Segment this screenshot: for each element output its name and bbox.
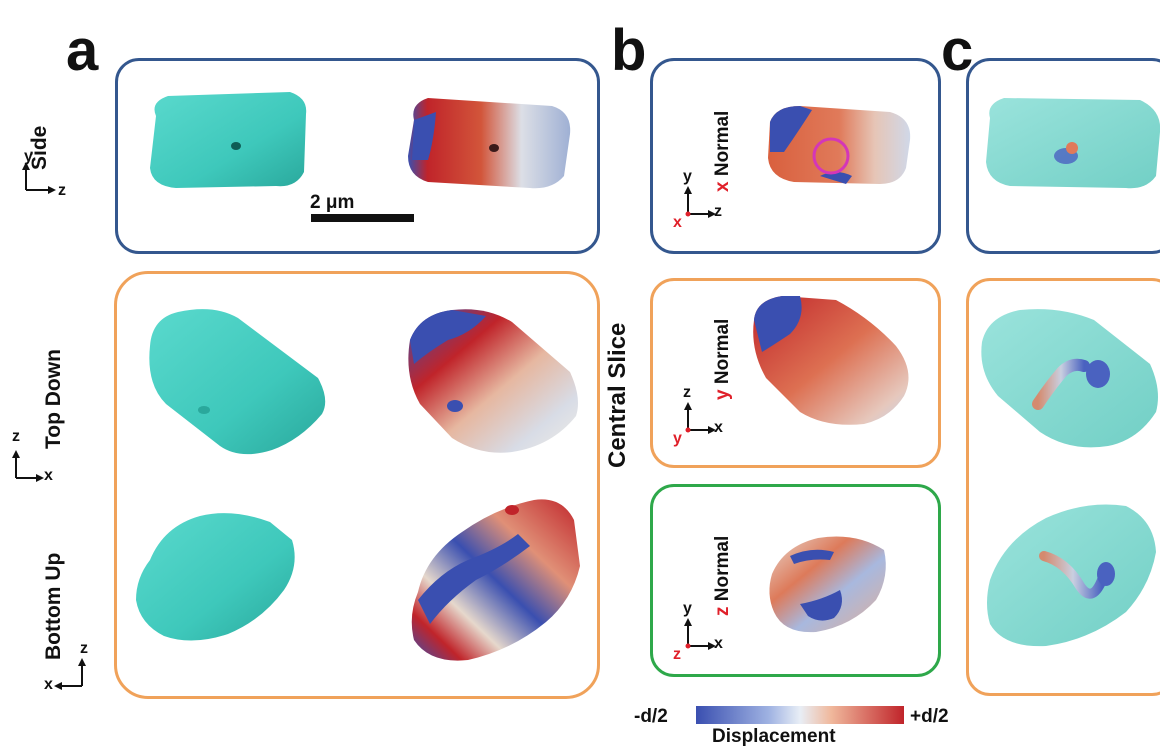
panel-letter-b: b — [611, 18, 647, 83]
axis-z-b-y: z — [683, 384, 691, 401]
axis-x-b-z: x — [714, 635, 723, 652]
axis-z-b-z: z — [673, 646, 681, 663]
axes-bottomup-indicator — [54, 658, 86, 690]
panel-a-topbottom-frame — [114, 271, 600, 699]
axes-x-normal-indicator — [684, 186, 716, 218]
y-normal-slice — [753, 296, 909, 425]
top-down-teal-crystal — [149, 309, 326, 455]
scale-bar — [311, 214, 414, 222]
panel-b-x-frame — [650, 58, 941, 254]
panel-letter-a: a — [66, 18, 99, 83]
panel-c-bottomup-crystal — [987, 504, 1156, 647]
axes-y-normal-indicator — [684, 402, 716, 434]
axis-x-bottomup: x — [44, 676, 53, 693]
panel-a-renderings — [136, 92, 580, 661]
panel-c-topdown-crystal — [981, 309, 1158, 448]
bottom-up-teal-crystal — [136, 513, 295, 641]
colorbar — [696, 706, 904, 724]
highlight-circle — [812, 137, 850, 175]
axes-side-indicator — [22, 162, 56, 194]
colorbar-max-label: +d/2 — [910, 706, 949, 727]
axes-topdown-indicator — [12, 450, 44, 482]
axes-z-normal-indicator — [684, 618, 716, 650]
panel-b-y-frame — [650, 278, 941, 468]
x-normal-slice — [768, 106, 911, 184]
axis-y-side: y — [24, 148, 33, 165]
panel-a-side-frame — [115, 58, 600, 254]
panel-b-z-frame — [650, 484, 941, 677]
axis-z-b-x: z — [714, 203, 722, 220]
axis-y-b-x: y — [683, 168, 692, 185]
axis-z-topdown: z — [12, 428, 20, 445]
axis-x-b-y: x — [714, 419, 723, 436]
panel-c-side-crystal — [986, 98, 1160, 189]
side-view-teal-crystal — [150, 92, 307, 188]
axis-y-b-y: y — [673, 430, 682, 447]
side-view-displacement-crystal — [408, 98, 571, 189]
axis-x-b-x: x — [673, 214, 682, 231]
colorbar-min-label: -d/2 — [634, 706, 668, 727]
axis-y-b-z: y — [683, 600, 692, 617]
scale-bar-label: 2 μm — [310, 192, 355, 213]
axis-z-bottomup: z — [80, 640, 88, 657]
z-normal-slice — [769, 536, 886, 633]
axis-x-topdown: x — [44, 467, 53, 484]
axis-z-side: z — [58, 182, 66, 199]
panel-c-side-frame — [966, 58, 1160, 254]
colorbar-title: Displacement — [712, 726, 836, 747]
top-down-displacement-crystal — [408, 309, 578, 453]
panel-c-topbottom-frame — [966, 278, 1160, 696]
bottom-up-displacement-crystal — [411, 499, 580, 661]
